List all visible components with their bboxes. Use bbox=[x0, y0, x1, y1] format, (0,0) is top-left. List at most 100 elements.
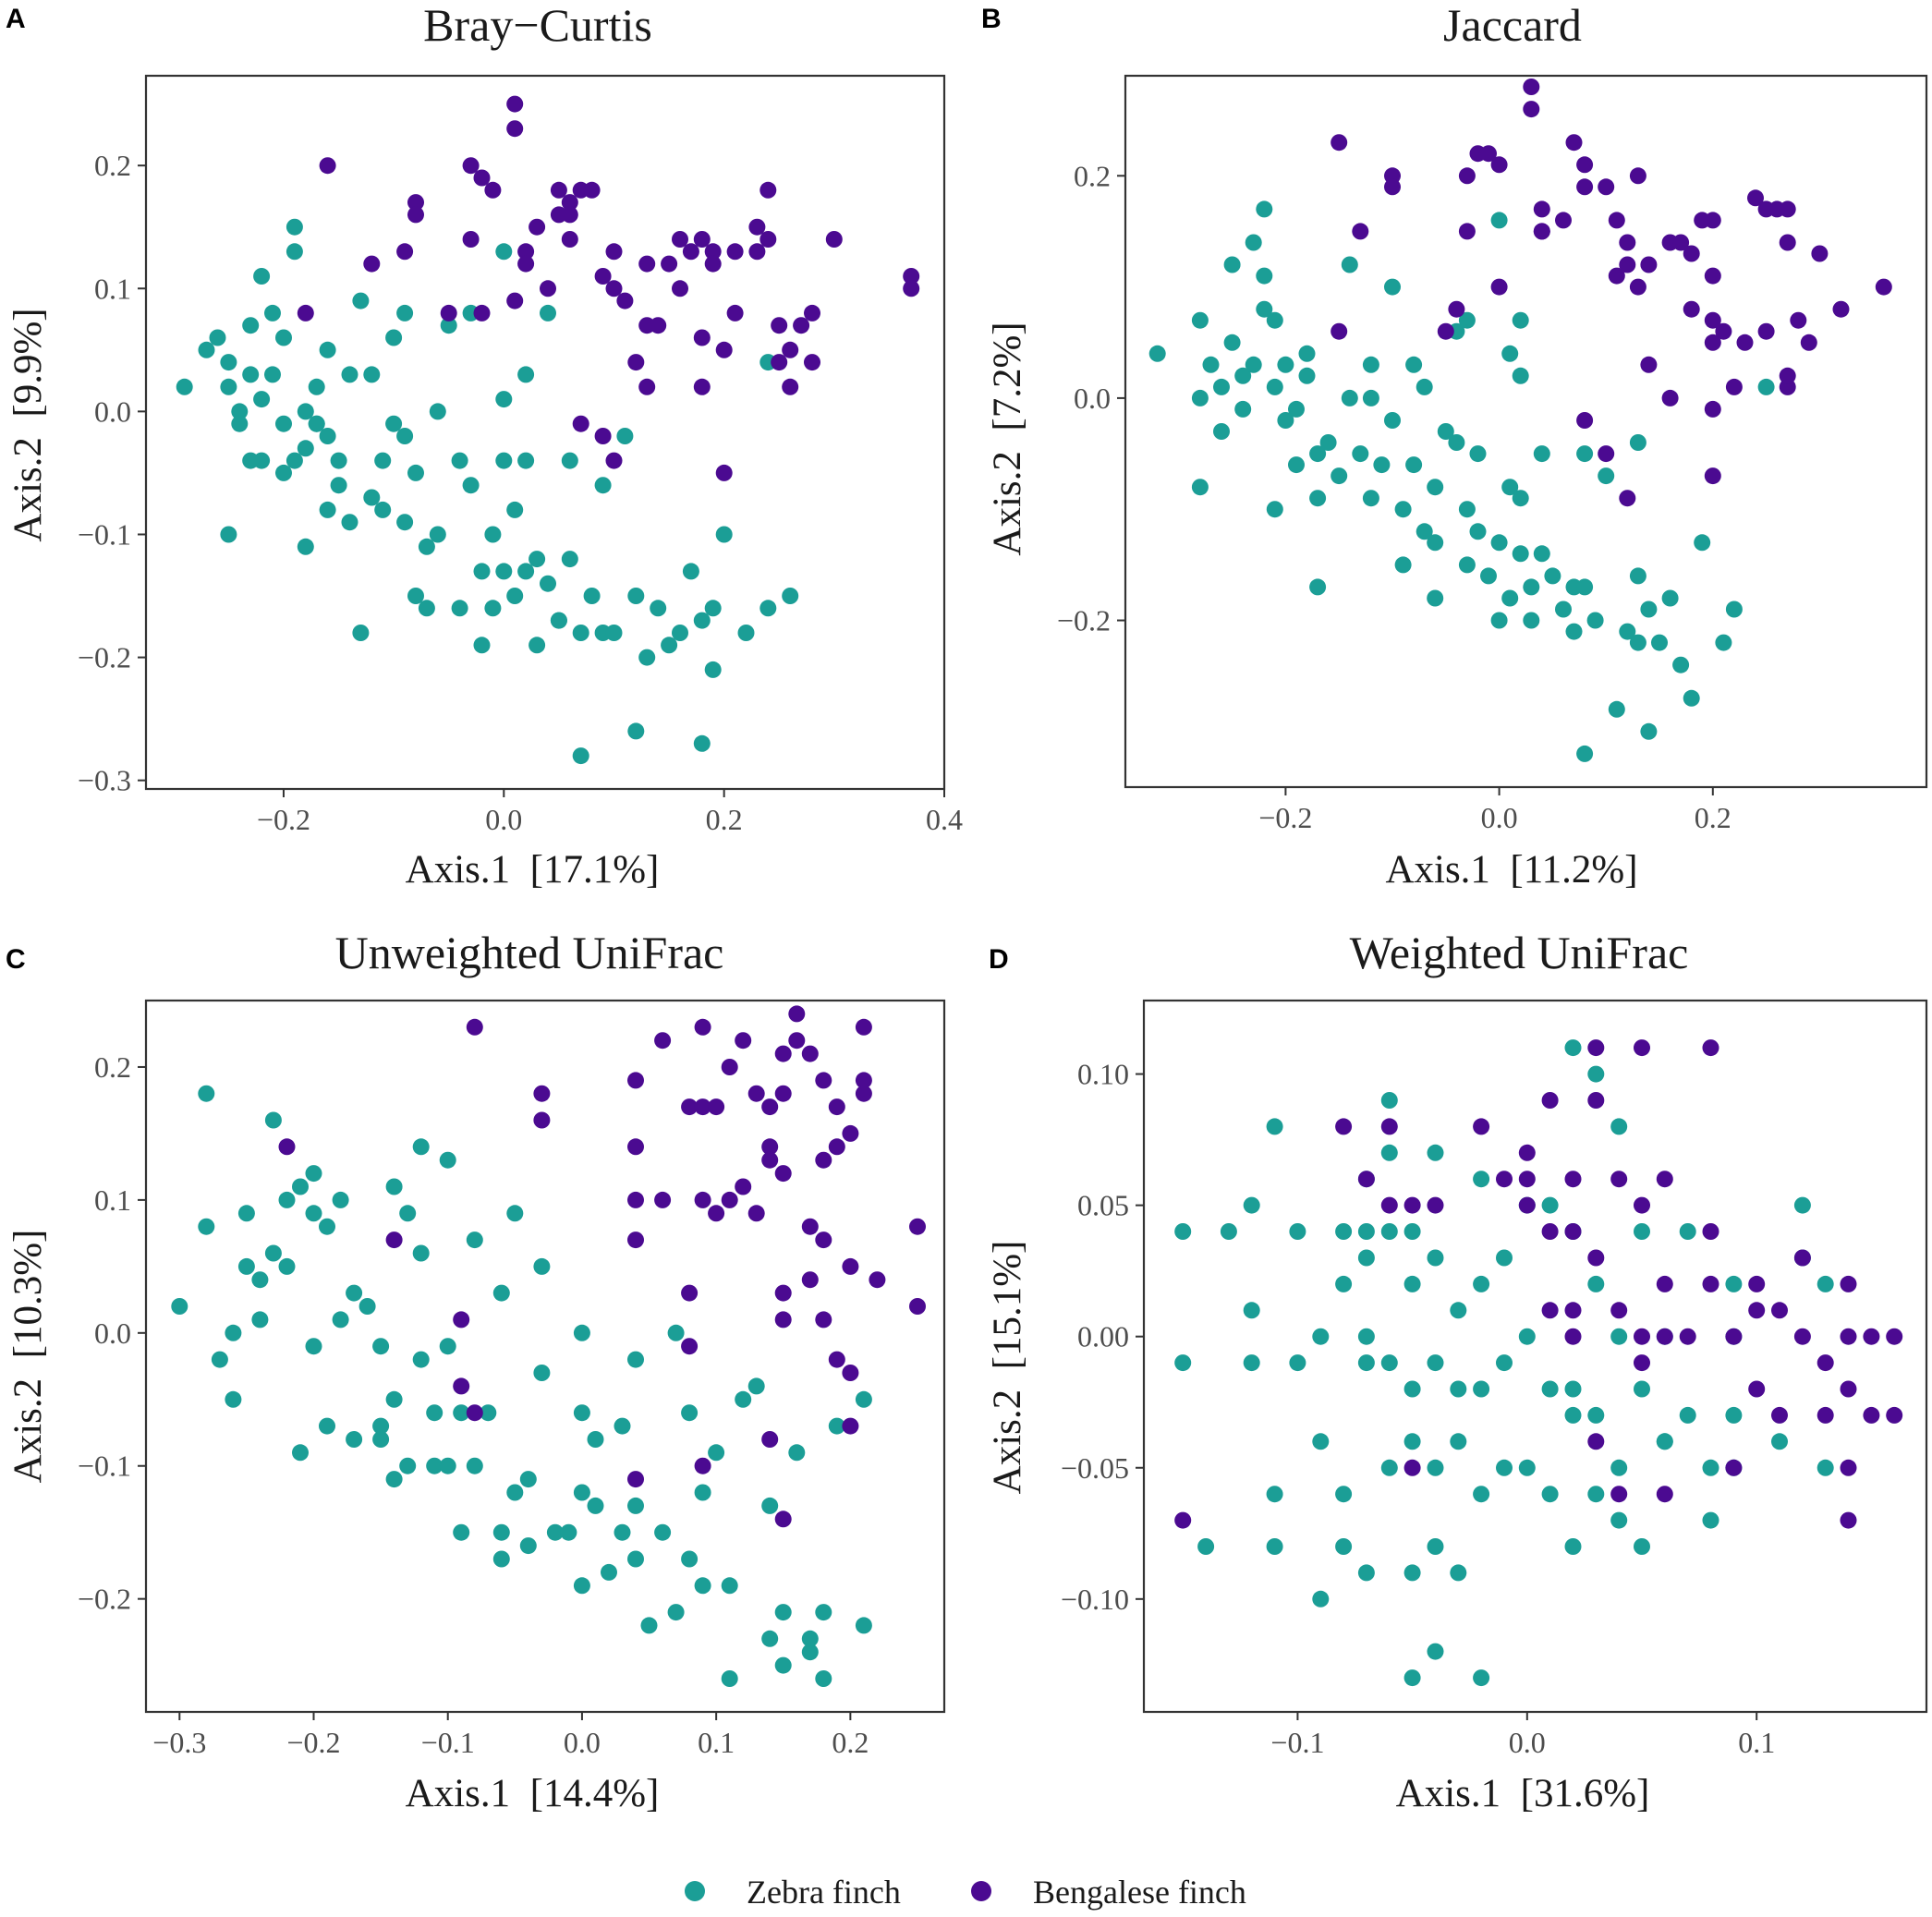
panel-a-point-zebra-finch-70 bbox=[650, 600, 667, 617]
panel-b-point-zebra-finch-58 bbox=[1533, 445, 1550, 463]
panel-c-point-zebra-finch-94 bbox=[412, 1351, 430, 1368]
panel-b-point-bengalese-finch-16 bbox=[1555, 212, 1572, 229]
panel-c-x-tick-label-0: −0.3 bbox=[152, 1726, 206, 1759]
panel-d-point-bengalese-finch-47 bbox=[1863, 1328, 1880, 1345]
panel-d-point-zebra-finch-88 bbox=[1380, 1223, 1398, 1240]
panel-c-point-zebra-finch-73 bbox=[721, 1577, 738, 1595]
panel-b-point-zebra-finch-52 bbox=[1501, 479, 1519, 496]
panel-c-point-zebra-finch-42 bbox=[466, 1457, 483, 1474]
panel-c-point-bengalese-finch-29 bbox=[654, 1191, 672, 1208]
panel-a-point-zebra-finch-21 bbox=[319, 428, 336, 444]
panel-c-point-zebra-finch-34 bbox=[426, 1404, 444, 1422]
panel-b-point-zebra-finch-4 bbox=[1213, 378, 1230, 395]
panel-a-point-bengalese-finch-37 bbox=[473, 304, 491, 322]
panel-b-point-zebra-finch-20 bbox=[1288, 456, 1305, 474]
panel-b-point-bengalese-finch-42 bbox=[1704, 311, 1721, 329]
panel-c-point-zebra-finch-39 bbox=[453, 1404, 470, 1422]
panel-b-point-zebra-finch-54 bbox=[1512, 545, 1529, 563]
panel-c-point-zebra-finch-64 bbox=[627, 1550, 644, 1568]
panel-d-point-zebra-finch-54 bbox=[1518, 1459, 1536, 1476]
panel-d-point-zebra-finch-85 bbox=[1357, 1249, 1375, 1267]
panel-a-point-zebra-finch-36 bbox=[407, 464, 424, 481]
panel-d-point-bengalese-finch-20 bbox=[1610, 1171, 1628, 1188]
panel-a-point-bengalese-finch-16 bbox=[561, 231, 578, 248]
panel-c-point-bengalese-finch-25 bbox=[855, 1072, 872, 1089]
panel-b-point-zebra-finch-55 bbox=[1512, 367, 1529, 384]
panel-c-point-zebra-finch-37 bbox=[439, 1338, 456, 1355]
panel-d-point-zebra-finch-10 bbox=[1289, 1354, 1306, 1372]
panel-c-point-bengalese-finch-10 bbox=[708, 1098, 725, 1116]
panel-b-point-zebra-finch-29 bbox=[1352, 445, 1369, 463]
panel-c-x-tick-label-5: 0.2 bbox=[832, 1726, 869, 1759]
panel-a-x-axis-label: Axis.1 [17.1%] bbox=[406, 848, 660, 892]
panel-b-point-zebra-finch-78 bbox=[1694, 534, 1711, 552]
panel-c: C Unweighted UniFrac −0.3 −0.2 −0.1 0.0 0.1 0… bbox=[6, 927, 946, 1815]
panel-b-point-bengalese-finch-29 bbox=[1352, 223, 1369, 240]
panel-d-point-zebra-finch-39 bbox=[1427, 1643, 1444, 1660]
panel-d-x-tick-label-2: 0.1 bbox=[1738, 1726, 1775, 1759]
panel-a-y-tick-label-1: −0.2 bbox=[78, 641, 131, 674]
panel-d-point-bengalese-finch-54 bbox=[1656, 1486, 1673, 1503]
panel-d-point-bengalese-finch-32 bbox=[1656, 1328, 1673, 1345]
panel-d-point-zebra-finch-8 bbox=[1266, 1486, 1283, 1503]
panel-b-point-bengalese-finch-6 bbox=[1480, 145, 1497, 163]
panel-d-point-bengalese-finch-7 bbox=[1427, 1196, 1444, 1214]
panel-b-point-bengalese-finch-1 bbox=[1523, 101, 1540, 118]
panel-d-point-zebra-finch-24 bbox=[1380, 1092, 1398, 1109]
panel-c-point-zebra-finch-17 bbox=[305, 1205, 322, 1222]
panel-d-point-bengalese-finch-22 bbox=[1634, 1039, 1650, 1057]
panel-c-point-bengalese-finch-55 bbox=[842, 1417, 859, 1435]
panel-d-point-zebra-finch-65 bbox=[1610, 1118, 1628, 1135]
panel-b-point-bengalese-finch-41 bbox=[1683, 300, 1700, 318]
panel-a-point-bengalese-finch-29 bbox=[594, 268, 612, 285]
panel-c-x-axis-label: Axis.1 [14.4%] bbox=[406, 1772, 660, 1815]
panel-b-point-zebra-finch-22 bbox=[1298, 345, 1316, 362]
panel-d-point-zebra-finch-56 bbox=[1541, 1196, 1559, 1214]
panel-b-title: Jaccard bbox=[1443, 0, 1582, 51]
panel-c-point-zebra-finch-36 bbox=[439, 1151, 456, 1169]
panel-b-point-zebra-finch-11 bbox=[1245, 356, 1262, 373]
panel-d-point-bengalese-finch-46 bbox=[1840, 1380, 1857, 1398]
panel-c-point-zebra-finch-56 bbox=[573, 1484, 590, 1501]
panel-a-point-zebra-finch-76 bbox=[704, 661, 722, 678]
panel-b-point-zebra-finch-18 bbox=[1277, 412, 1294, 429]
panel-d-point-zebra-finch-75 bbox=[1702, 1459, 1719, 1476]
panel-b-point-bengalese-finch-34 bbox=[1672, 234, 1690, 251]
panel-b-point-zebra-finch-74 bbox=[1651, 634, 1668, 651]
panel-c-point-zebra-finch-0 bbox=[171, 1298, 188, 1315]
panel-c-point-bengalese-finch-30 bbox=[694, 1191, 711, 1208]
panel-c-point-zebra-finch-18 bbox=[305, 1338, 322, 1355]
panel-c-point-zebra-finch-40 bbox=[453, 1523, 470, 1541]
panel-c-point-zebra-finch-16 bbox=[305, 1165, 322, 1183]
panel-a-point-zebra-finch-80 bbox=[759, 600, 777, 617]
panel-c-point-zebra-finch-84 bbox=[815, 1670, 832, 1687]
panel-b-point-bengalese-finch-37 bbox=[1331, 322, 1348, 340]
panel-d-point-bengalese-finch-24 bbox=[1656, 1275, 1673, 1292]
panel-b-point-zebra-finch-19 bbox=[1288, 400, 1305, 418]
panel-b-point-zebra-finch-51 bbox=[1490, 612, 1508, 629]
panel-a-point-zebra-finch-10 bbox=[264, 304, 281, 322]
panel-d-point-zebra-finch-81 bbox=[1793, 1196, 1811, 1214]
panel-b-point-bengalese-finch-30 bbox=[1458, 223, 1476, 240]
panel-c-point-zebra-finch-72 bbox=[708, 1444, 725, 1462]
panel-b-point-zebra-finch-12 bbox=[1256, 300, 1273, 318]
panel-d-point-zebra-finch-9 bbox=[1266, 1538, 1283, 1555]
panel-d-point-bengalese-finch-38 bbox=[1771, 1302, 1788, 1319]
panel-d-point-bengalese-finch-52 bbox=[1840, 1511, 1857, 1529]
panel-c-point-zebra-finch-50 bbox=[519, 1537, 537, 1555]
panel-c-point-bengalese-finch-19 bbox=[801, 1045, 819, 1062]
panel-b-point-bengalese-finch-47 bbox=[1832, 300, 1850, 318]
panel-b-point-bengalese-finch-46 bbox=[1800, 334, 1817, 351]
panel-a-point-zebra-finch-73 bbox=[682, 563, 699, 580]
panel-b-point-bengalese-finch-39 bbox=[1490, 278, 1508, 296]
panel-a-point-bengalese-finch-21 bbox=[704, 243, 722, 261]
panel-a-point-zebra-finch-42 bbox=[451, 600, 468, 617]
panel-d-point-zebra-finch-70 bbox=[1634, 1538, 1650, 1555]
panel-a-point-bengalese-finch-12 bbox=[561, 206, 578, 224]
panel-d-point-bengalese-finch-23 bbox=[1656, 1171, 1673, 1188]
panel-a-point-bengalese-finch-5 bbox=[484, 181, 502, 199]
panel-b-point-zebra-finch-87 bbox=[1266, 501, 1283, 518]
panel-a-point-zebra-finch-61 bbox=[572, 747, 589, 765]
panel-a-point-bengalese-finch-46 bbox=[804, 304, 820, 322]
panel-a-point-zebra-finch-96 bbox=[319, 501, 336, 518]
